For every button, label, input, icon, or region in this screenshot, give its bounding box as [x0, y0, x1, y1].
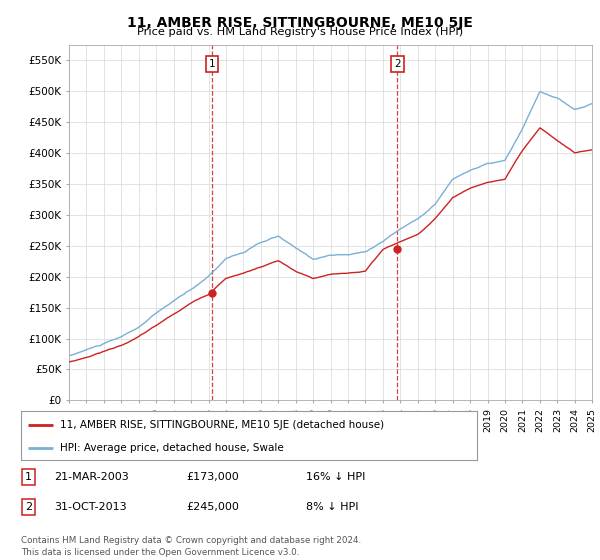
Text: £245,000: £245,000: [186, 502, 239, 512]
Text: 11, AMBER RISE, SITTINGBOURNE, ME10 5JE (detached house): 11, AMBER RISE, SITTINGBOURNE, ME10 5JE …: [60, 420, 384, 430]
Text: 2: 2: [25, 502, 32, 512]
Text: 11, AMBER RISE, SITTINGBOURNE, ME10 5JE: 11, AMBER RISE, SITTINGBOURNE, ME10 5JE: [127, 16, 473, 30]
Text: 8% ↓ HPI: 8% ↓ HPI: [306, 502, 359, 512]
Text: Contains HM Land Registry data © Crown copyright and database right 2024.
This d: Contains HM Land Registry data © Crown c…: [21, 536, 361, 557]
Text: 1: 1: [209, 59, 215, 69]
Text: HPI: Average price, detached house, Swale: HPI: Average price, detached house, Swal…: [60, 443, 284, 453]
Text: 16% ↓ HPI: 16% ↓ HPI: [306, 472, 365, 482]
Text: 1: 1: [25, 472, 32, 482]
Text: 2: 2: [394, 59, 401, 69]
Text: 31-OCT-2013: 31-OCT-2013: [54, 502, 127, 512]
Text: 21-MAR-2003: 21-MAR-2003: [54, 472, 129, 482]
Text: Price paid vs. HM Land Registry's House Price Index (HPI): Price paid vs. HM Land Registry's House …: [137, 27, 463, 37]
Text: £173,000: £173,000: [186, 472, 239, 482]
